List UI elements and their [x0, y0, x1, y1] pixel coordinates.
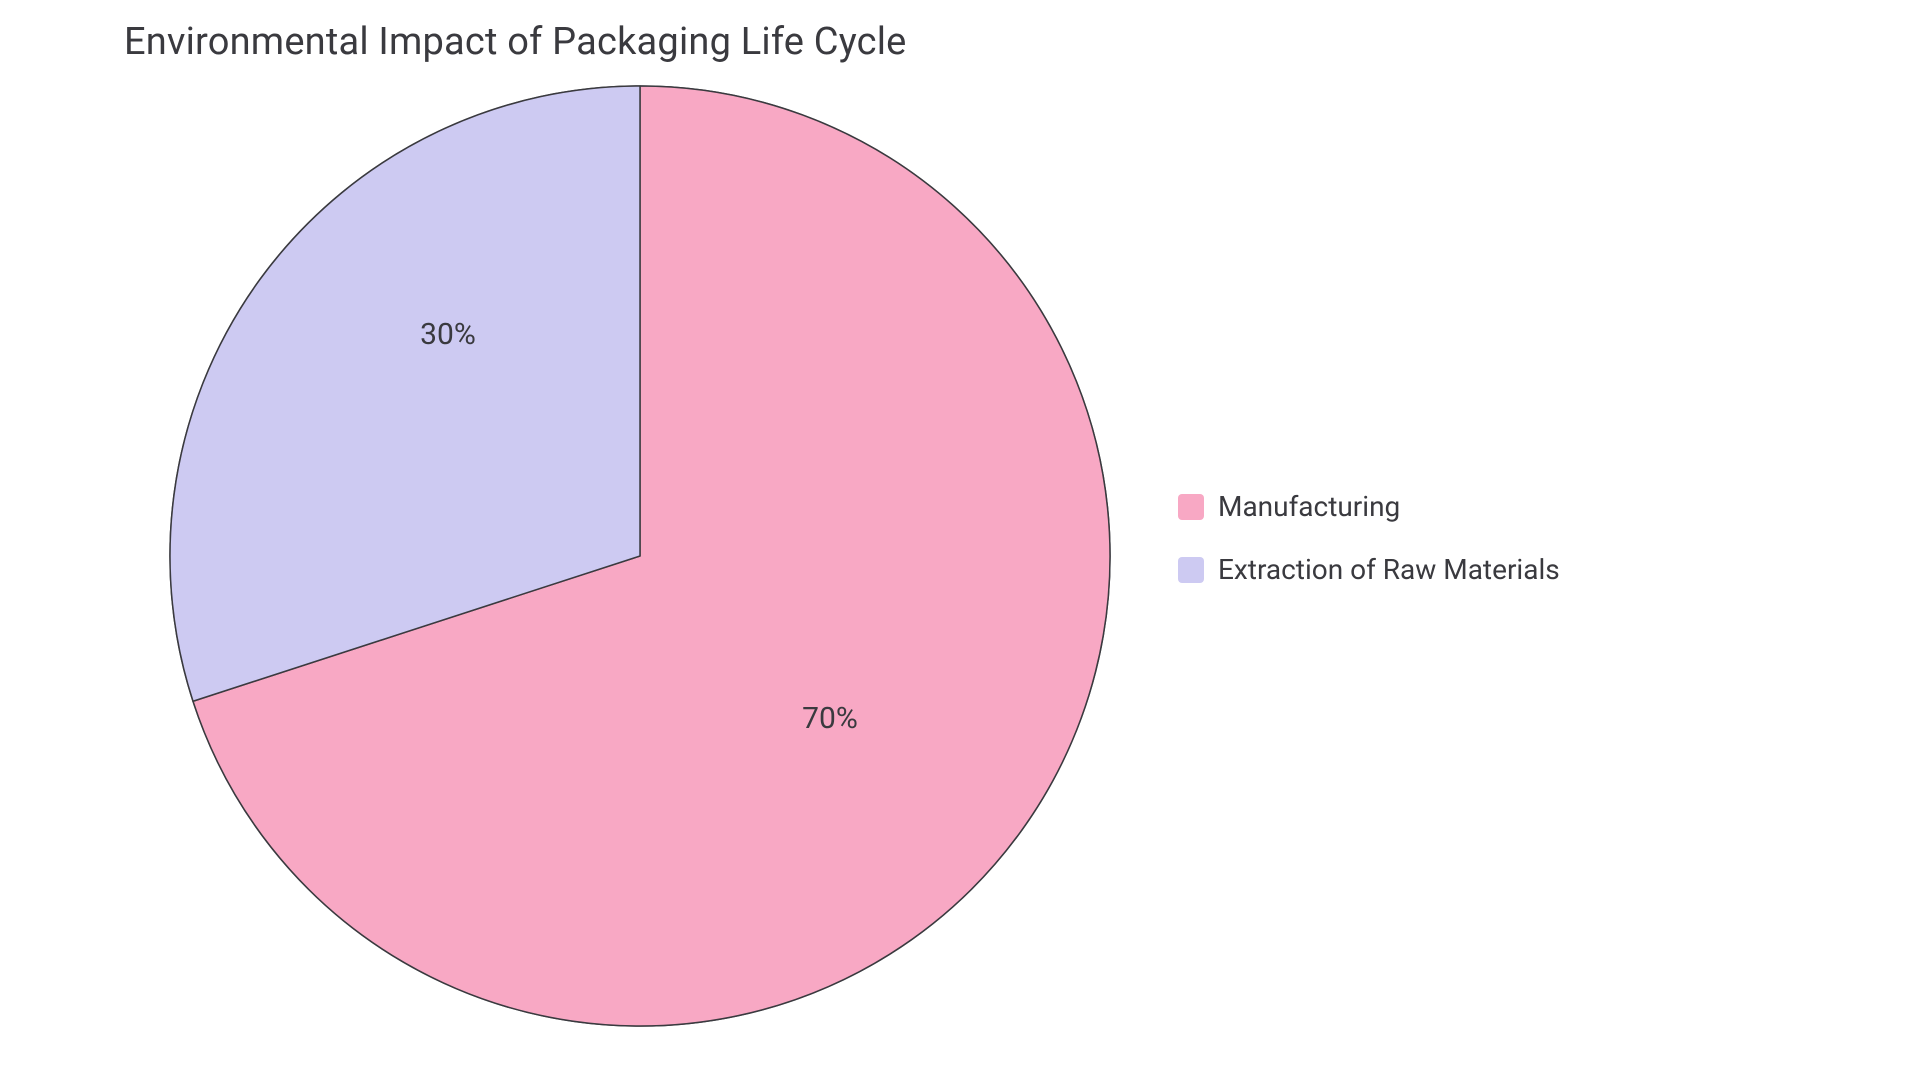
pie-svg: 70% 30%: [167, 83, 1113, 1029]
legend-label-0: Manufacturing: [1218, 490, 1400, 523]
legend-item-0: Manufacturing: [1178, 490, 1560, 523]
legend-swatch-1: [1178, 557, 1204, 583]
legend-item-1: Extraction of Raw Materials: [1178, 553, 1560, 586]
chart-title: Environmental Impact of Packaging Life C…: [124, 20, 907, 64]
pie-chart: Environmental Impact of Packaging Life C…: [0, 0, 1920, 1080]
pie-holder: 70% 30%: [167, 83, 1113, 1033]
legend-label-1: Extraction of Raw Materials: [1218, 553, 1560, 586]
legend-swatch-0: [1178, 494, 1204, 520]
slice-label-0: 70%: [802, 701, 858, 736]
legend: Manufacturing Extraction of Raw Materials: [1178, 490, 1560, 586]
slice-label-1: 30%: [420, 317, 476, 352]
